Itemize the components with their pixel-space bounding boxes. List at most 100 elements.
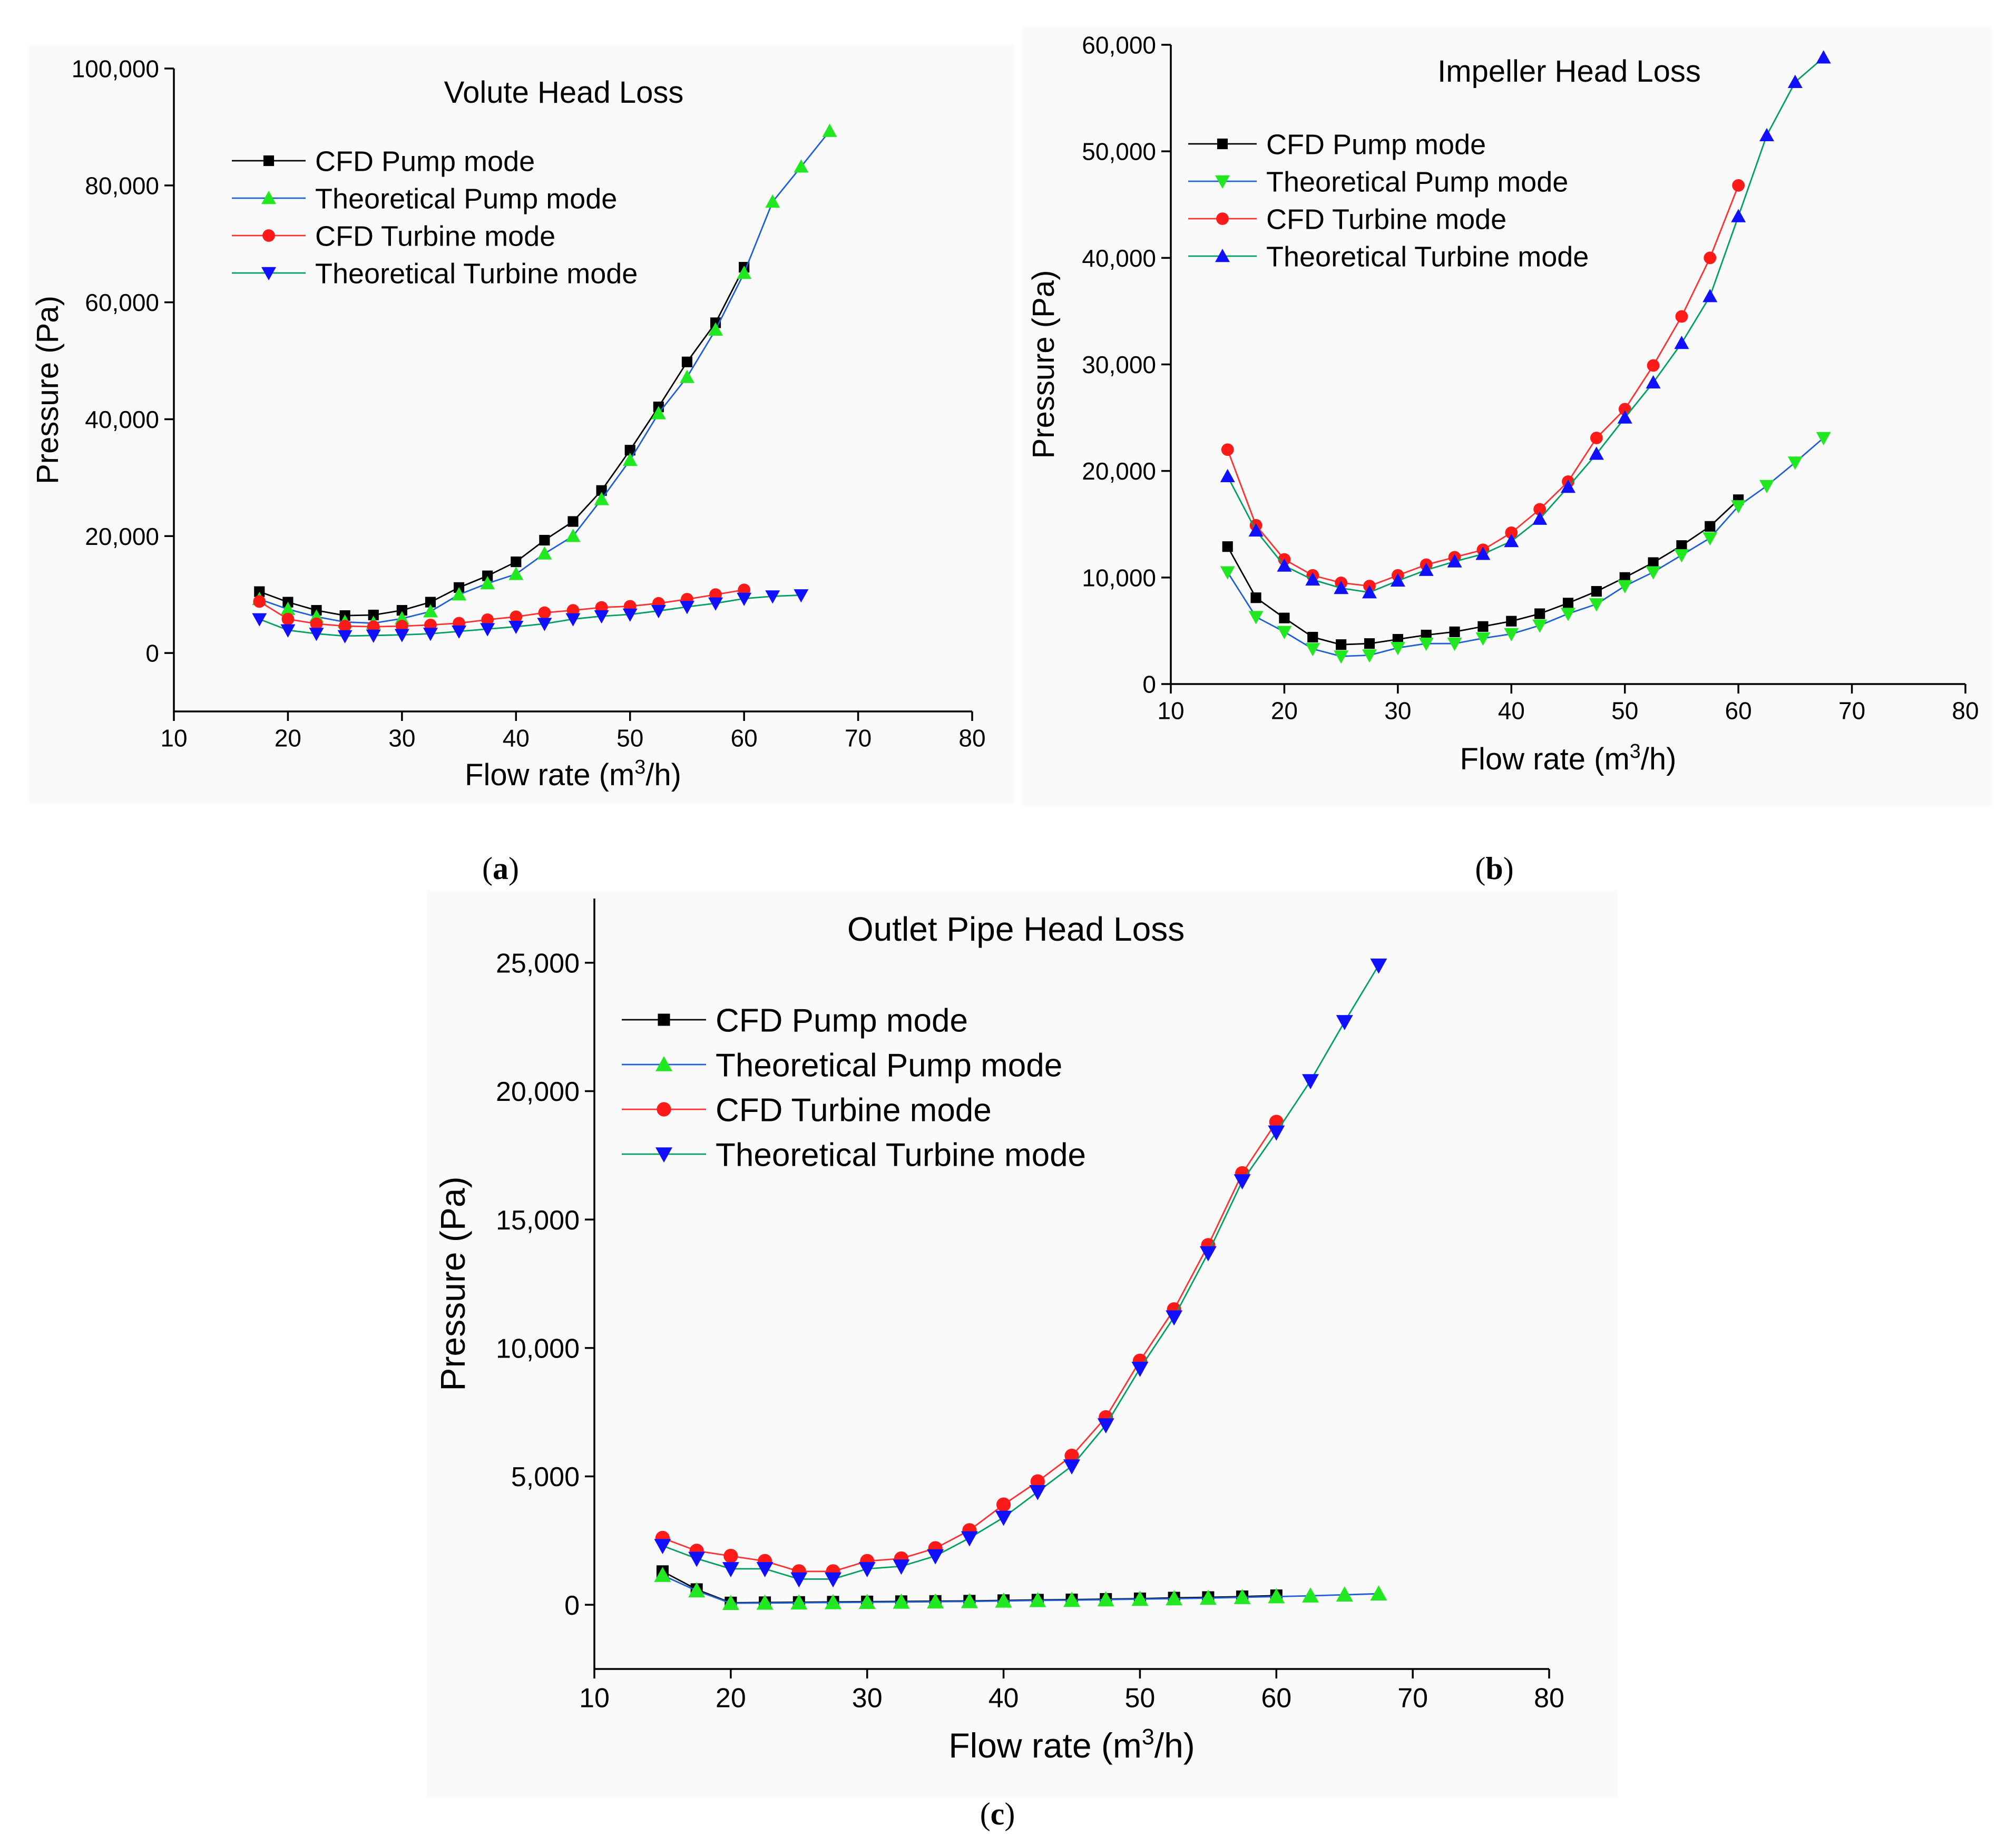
chart-title: Impeller Head Loss	[1437, 54, 1701, 89]
data-point	[480, 576, 495, 590]
x-tick-label: 60	[731, 724, 758, 751]
data-point	[1759, 480, 1774, 493]
x-tick-label: 60	[1261, 1683, 1291, 1714]
x-tick-label: 50	[1125, 1683, 1156, 1714]
data-point	[1475, 546, 1491, 560]
legend-label: Theoretical Pump mode	[716, 1047, 1062, 1084]
data-point	[756, 1562, 774, 1577]
series-theoretical-turbine-mode	[654, 958, 1387, 1588]
y-tick-label: 50,000	[1082, 138, 1156, 165]
data-point	[1277, 626, 1292, 639]
data-point	[396, 605, 407, 616]
legend-label: CFD Turbine mode	[716, 1092, 992, 1128]
data-point	[1674, 549, 1689, 563]
data-point	[280, 624, 296, 638]
data-point	[537, 546, 552, 560]
legend-item-cfd-turbine-mode: CFD Turbine mode	[1188, 203, 1506, 235]
data-point	[622, 453, 638, 466]
data-point	[309, 628, 324, 641]
x-axis-label: Flow rate (m3/h)	[1460, 740, 1677, 776]
data-point	[1702, 289, 1718, 302]
chart-title: Volute Head Loss	[444, 75, 684, 110]
legend-label: CFD Pump mode	[315, 145, 535, 177]
data-point	[565, 529, 581, 542]
x-tick-label: 20	[1271, 697, 1298, 724]
legend-marker	[1215, 175, 1230, 189]
data-point	[1646, 566, 1661, 580]
data-point	[1222, 541, 1233, 552]
data-point	[679, 601, 694, 614]
data-point	[723, 1548, 738, 1564]
panel-c-background	[427, 891, 1618, 1797]
data-point	[1787, 456, 1803, 470]
data-point	[1305, 572, 1320, 586]
x-tick-label: 80	[1952, 697, 1979, 724]
data-point	[1334, 581, 1349, 594]
x-tick-label: 70	[845, 724, 872, 751]
data-point	[1336, 1015, 1353, 1030]
data-point	[1362, 585, 1377, 599]
y-tick-label: 20,000	[496, 1077, 580, 1107]
legend-label: Theoretical Turbine mode	[1266, 241, 1589, 272]
data-point	[737, 266, 752, 279]
x-tick-label: 20	[275, 724, 301, 751]
data-point	[1646, 375, 1661, 389]
data-point	[1418, 562, 1434, 576]
data-point	[594, 610, 609, 624]
data-point	[688, 1551, 706, 1567]
data-point	[790, 1594, 808, 1610]
data-point	[1279, 612, 1290, 623]
data-point	[1166, 1590, 1183, 1606]
data-point	[1302, 1587, 1319, 1603]
data-point	[537, 618, 552, 631]
data-point	[481, 613, 494, 626]
subcaption-c: (c)	[980, 1797, 1015, 1831]
data-point	[596, 485, 607, 496]
data-point	[565, 613, 581, 627]
x-axis-label: Flow rate (m3/h)	[465, 756, 681, 792]
data-point	[1277, 558, 1292, 572]
legend: CFD Pump mode Theoretical Pump mode CFD Tu…	[232, 145, 638, 289]
legend-marker	[1216, 212, 1229, 225]
legend-marker	[1215, 249, 1230, 262]
data-point	[1166, 1310, 1183, 1326]
series-theoretical-pump-mode	[654, 1567, 1387, 1610]
legend-label: Theoretical Turbine mode	[716, 1137, 1086, 1173]
data-point	[794, 159, 809, 173]
data-point	[1447, 554, 1462, 568]
data-point	[1589, 598, 1604, 612]
data-point	[508, 620, 524, 635]
legend: CFD Pump mode Theoretical Pump mode CFD Tu…	[1188, 129, 1589, 272]
data-point	[961, 1593, 978, 1608]
series-line	[259, 594, 801, 637]
data-point	[511, 556, 522, 568]
data-point	[1731, 500, 1746, 514]
legend-item-cfd-pump-mode: CFD Pump mode	[1188, 129, 1486, 160]
data-point	[893, 1593, 910, 1609]
data-point	[995, 1592, 1012, 1608]
data-point	[1675, 310, 1688, 323]
legend-label: Theoretical Pump mode	[1266, 166, 1568, 198]
data-point	[1221, 443, 1234, 456]
data-point	[254, 586, 265, 597]
data-point	[1618, 403, 1631, 416]
data-point	[1248, 611, 1264, 624]
legend-label: Theoretical Turbine mode	[315, 258, 638, 289]
data-point	[1334, 650, 1349, 664]
data-point	[1475, 632, 1491, 646]
y-tick-label: 0	[145, 640, 159, 667]
data-point	[790, 1572, 808, 1588]
legend-marker	[261, 191, 276, 204]
data-point	[508, 567, 524, 580]
data-point	[1534, 608, 1545, 619]
data-point	[1307, 631, 1318, 643]
data-point	[622, 608, 638, 622]
data-point	[452, 587, 467, 601]
data-point	[538, 606, 551, 619]
y-tick-label: 80,000	[85, 172, 159, 199]
legend-marker	[262, 229, 275, 242]
y-tick-label: 40,000	[1082, 245, 1156, 272]
data-point	[708, 322, 723, 336]
data-point	[281, 612, 295, 626]
data-point	[654, 1567, 671, 1582]
